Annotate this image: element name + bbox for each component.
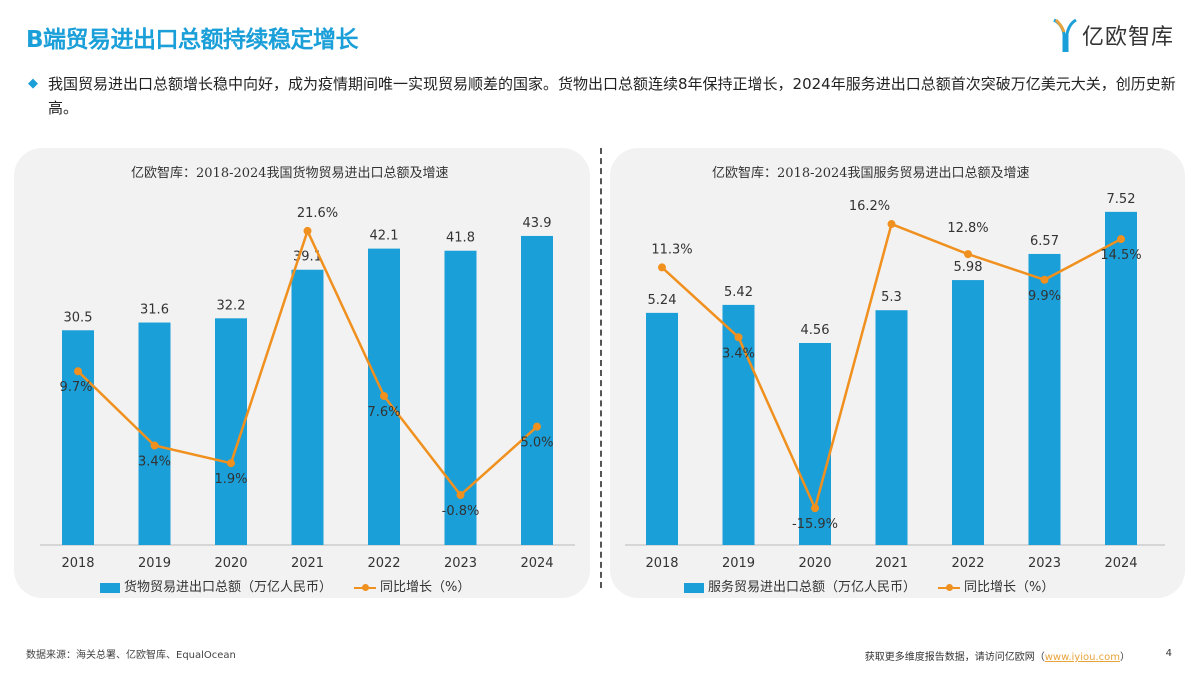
legend-line: 同比增长（%）	[354, 576, 470, 595]
summary-bullet: ◆ 我国贸易进出口总额增长稳中向好，成为疫情期间唯一实现贸易顺差的国家。货物出口…	[28, 72, 1188, 120]
bar	[1105, 211, 1137, 545]
goods-legend: 货物贸易进出口总额（万亿人民币） 同比增长（%）	[100, 576, 470, 595]
bar-value-label: 31.6	[140, 303, 169, 318]
legend-line: 同比增长（%）	[938, 576, 1054, 595]
summary-text: 我国贸易进出口总额增长稳中向好，成为疫情期间唯一实现贸易顺差的国家。货物出口总额…	[48, 75, 1176, 117]
services-legend: 服务贸易进出口总额（万亿人民币） 同比增长（%）	[684, 576, 1054, 595]
growth-label: 12.8%	[947, 221, 988, 236]
bar	[722, 304, 755, 545]
bar	[952, 280, 984, 545]
x-tick-label: 2020	[214, 556, 247, 571]
x-tick-label: 2020	[798, 556, 831, 571]
bar-value-label: 4.56	[801, 323, 830, 338]
bar-value-label: 7.52	[1107, 192, 1136, 207]
growth-label: 3.4%	[722, 346, 755, 361]
footer-more: 获取更多维度报告数据，请访问亿欧网（www.iyiou.com）	[864, 652, 1130, 663]
bar-value-label: 42.1	[370, 229, 399, 244]
growth-point	[533, 422, 541, 431]
growth-label: 11.3%	[651, 242, 692, 257]
x-tick-label: 2018	[645, 556, 678, 571]
logo-icon	[1053, 18, 1077, 52]
growth-point	[734, 333, 743, 342]
bar-value-label: 43.9	[523, 216, 552, 231]
growth-point	[887, 220, 896, 229]
growth-label: 14.5%	[1100, 248, 1141, 263]
growth-point	[150, 441, 159, 450]
website-link[interactable]: www.iyiou.com	[1044, 652, 1120, 663]
x-tick-label: 2022	[951, 556, 984, 571]
growth-point	[964, 250, 972, 259]
bar	[875, 310, 908, 545]
growth-label: -0.8%	[442, 504, 480, 519]
growth-label: 1.9%	[214, 472, 247, 487]
x-tick-label: 2022	[367, 556, 400, 571]
growth-label: 16.2%	[849, 199, 890, 214]
x-tick-label: 2023	[1028, 556, 1061, 571]
x-tick-label: 2024	[1104, 556, 1137, 571]
legend-bar: 服务贸易进出口总额（万亿人民币）	[684, 576, 916, 595]
growth-label: 7.6%	[367, 405, 400, 420]
services-chart-title: 亿欧智库：2018-2024我国服务贸易进出口总额及增速	[712, 166, 1030, 181]
growth-point	[811, 504, 819, 513]
legend-bar: 货物贸易进出口总额（万亿人民币）	[100, 576, 332, 595]
growth-point	[1117, 235, 1125, 244]
growth-label: 5.0%	[520, 436, 553, 451]
growth-point	[380, 391, 388, 400]
x-tick-label: 2019	[138, 556, 171, 571]
bar-value-label: 5.3	[881, 290, 902, 305]
logo-text: 亿欧智库	[1081, 25, 1174, 50]
growth-point	[658, 263, 666, 272]
logo: 亿欧智库	[1052, 18, 1174, 52]
diamond-icon: ◆	[28, 76, 38, 91]
growth-point	[303, 226, 312, 235]
goods-chart-title: 亿欧智库：2018-2024我国货物贸易进出口总额及增速	[131, 166, 449, 181]
x-tick-label: 2024	[520, 556, 553, 571]
bar-value-label: 5.98	[954, 260, 983, 275]
growth-point	[456, 491, 465, 500]
page-number: 4	[1165, 648, 1172, 659]
bar-value-label: 41.8	[446, 231, 475, 246]
x-tick-label: 2023	[444, 556, 477, 571]
x-tick-label: 2021	[291, 556, 324, 571]
bar	[799, 342, 831, 545]
growth-label: 21.6%	[297, 206, 338, 221]
growth-point	[1040, 275, 1049, 284]
bar-value-label: 6.57	[1030, 234, 1059, 249]
page-title: B端贸易进出口总额持续稳定增长	[26, 27, 359, 53]
bar-value-label: 32.2	[217, 298, 246, 313]
divider	[600, 148, 602, 588]
bar	[1028, 253, 1061, 545]
x-tick-label: 2018	[61, 556, 94, 571]
bar	[521, 235, 553, 545]
growth-point	[74, 367, 82, 376]
bar-value-label: 30.5	[64, 310, 93, 325]
growth-label: 9.7%	[59, 380, 92, 395]
bar	[646, 312, 678, 545]
bar-value-label: 5.24	[648, 293, 677, 308]
bar	[62, 330, 94, 545]
x-tick-label: 2021	[875, 556, 908, 571]
data-source: 数据来源：海关总署、亿欧智库、EqualOcean	[26, 650, 236, 661]
x-tick-label: 2019	[722, 556, 755, 571]
growth-point	[227, 459, 235, 468]
growth-label: 9.9%	[1028, 289, 1061, 304]
bar	[444, 250, 477, 545]
bar	[291, 269, 324, 545]
growth-label: -15.9%	[792, 517, 838, 532]
bar-value-label: 5.42	[724, 285, 753, 300]
growth-label: 3.4%	[138, 455, 171, 470]
